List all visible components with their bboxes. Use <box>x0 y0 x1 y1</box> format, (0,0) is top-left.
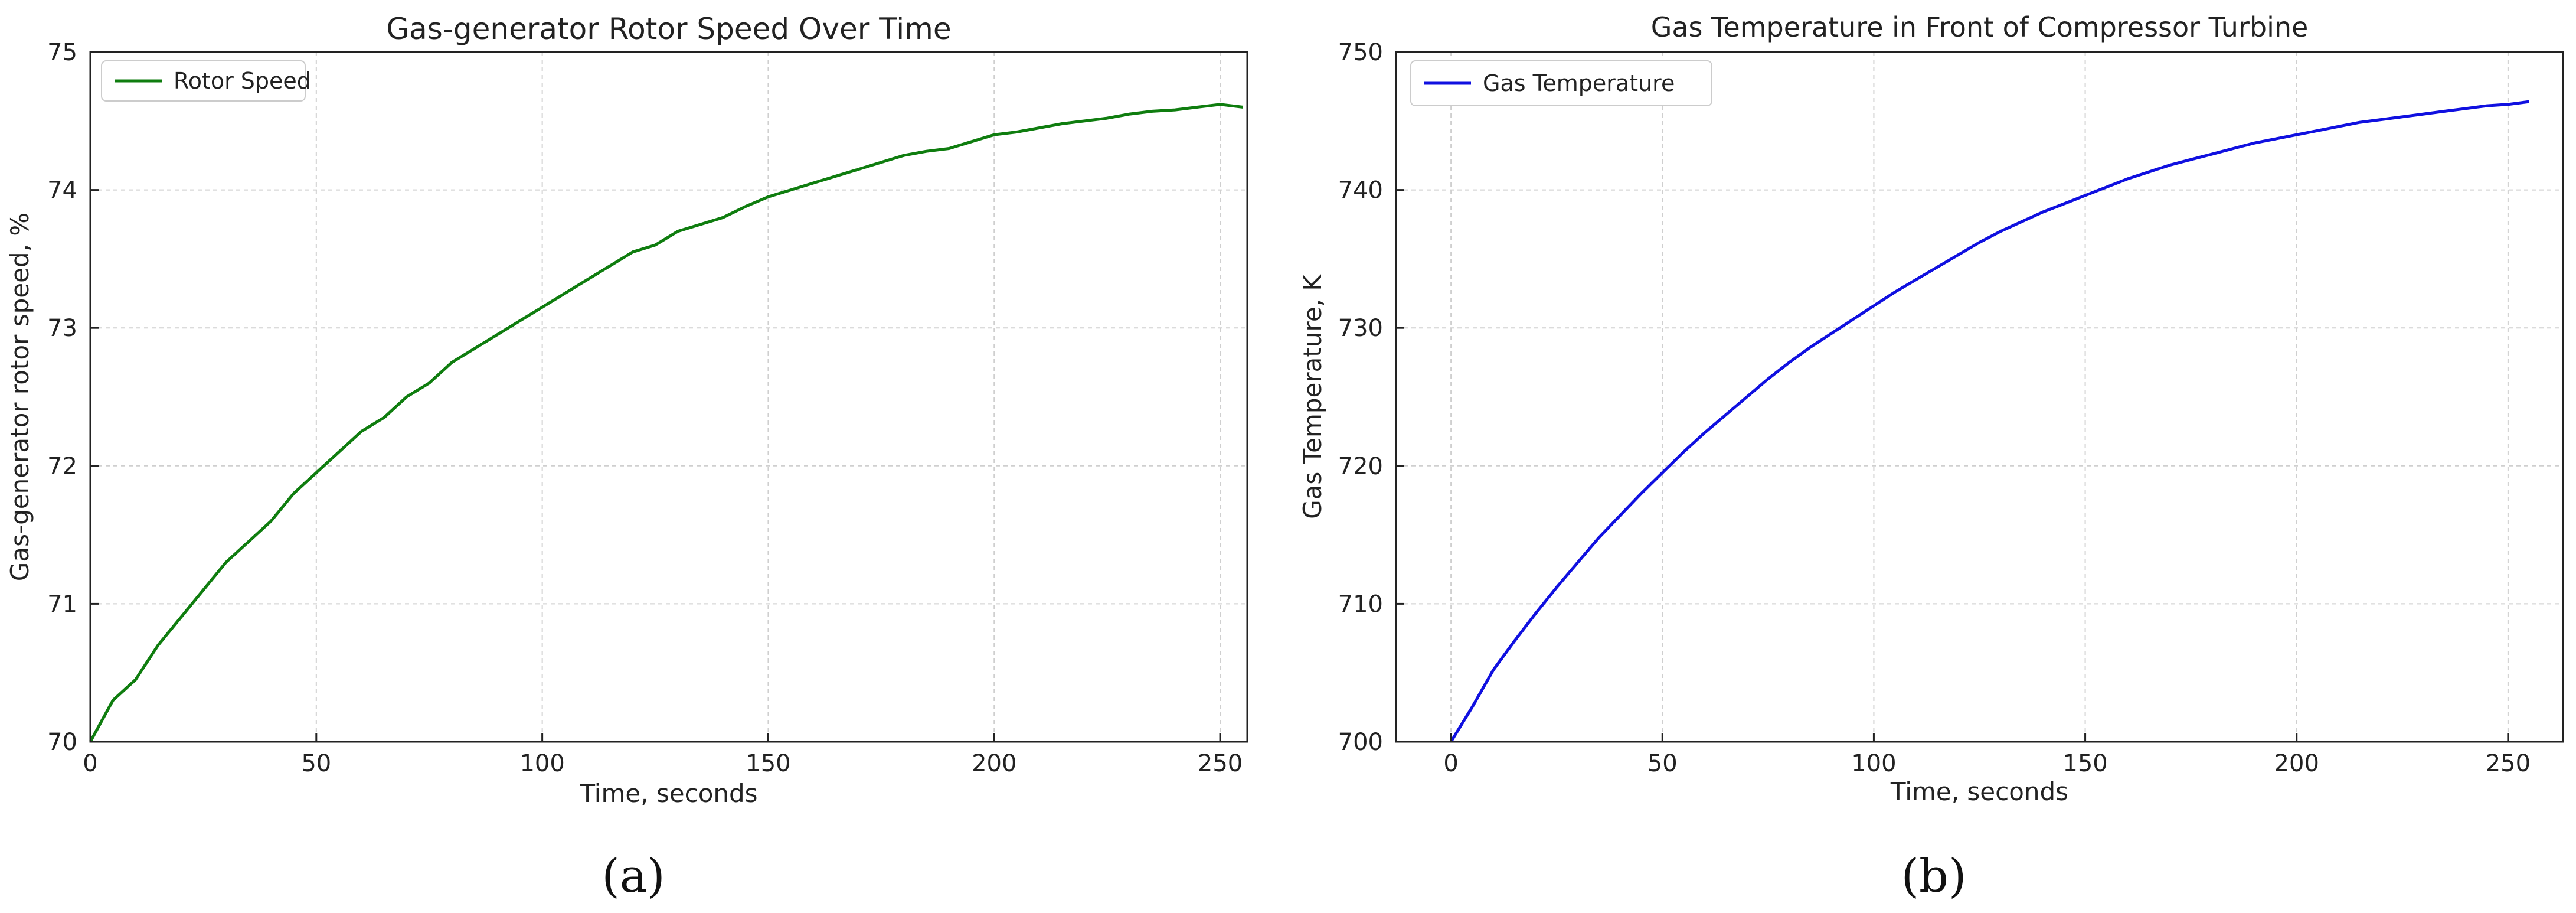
x-axis-label: Time, seconds <box>1890 777 2068 806</box>
plot-frame <box>1395 51 2564 743</box>
x-tick-label: 250 <box>2486 750 2531 777</box>
y-tick-label: 72 <box>47 453 77 480</box>
chart-title: Gas-generator Rotor Speed Over Time <box>386 12 951 46</box>
y-tick-label: 750 <box>1338 39 1383 66</box>
x-tick-label: 0 <box>83 750 97 777</box>
x-tick-label: 200 <box>2274 750 2319 777</box>
y-axis-label: Gas Temperature, K <box>1298 274 1327 519</box>
x-axis-label: Time, seconds <box>579 779 757 808</box>
x-tick-label: 150 <box>746 750 790 777</box>
y-tick-label: 74 <box>47 177 77 204</box>
grid <box>1396 51 2563 742</box>
y-tick-label: 730 <box>1338 315 1383 342</box>
x-tick-label: 50 <box>1647 750 1678 777</box>
legend: Rotor Speed <box>101 60 311 102</box>
legend-label: Rotor Speed <box>174 68 311 94</box>
series-points <box>1451 102 2529 742</box>
panel-label: (b) <box>1901 850 1967 903</box>
y-tick-label: 740 <box>1338 177 1383 204</box>
x-tick-label: 200 <box>972 750 1016 777</box>
panel-label: (a) <box>601 850 665 903</box>
x-tick-label: 50 <box>301 750 331 777</box>
legend: Gas Temperature <box>1410 60 1712 106</box>
x-tick-label: 100 <box>1851 750 1896 777</box>
x-tick-label: 150 <box>2062 750 2107 777</box>
chart-panel-a: 0 50 100 150 200 250 70 71 72 73 74 75 Gas-generator… <box>5 12 1248 903</box>
series-points <box>90 104 1243 742</box>
y-tick-label: 710 <box>1338 591 1383 618</box>
y-axis-label: Gas-generator rotor speed, % <box>5 213 34 581</box>
plot-frame <box>89 51 1248 743</box>
x-tick-label: 250 <box>1198 750 1243 777</box>
legend-box <box>101 60 306 102</box>
y-tick-label: 720 <box>1338 453 1383 480</box>
x-tick-label: 100 <box>519 750 564 777</box>
y-tick-label: 71 <box>47 591 77 618</box>
y-tick-label: 700 <box>1338 729 1383 756</box>
legend-label: Gas Temperature <box>1483 70 1675 96</box>
series-line <box>1449 100 2530 743</box>
x-tick-label: 0 <box>1443 750 1458 777</box>
legend-box <box>1410 60 1712 106</box>
y-tick-label: 75 <box>47 39 77 66</box>
series-line <box>89 103 1243 743</box>
y-tick-label: 70 <box>47 729 77 756</box>
y-tick-label: 73 <box>47 315 77 342</box>
chart-title: Gas Temperature in Front of Compressor T… <box>1651 11 2309 43</box>
grid <box>90 51 1247 742</box>
chart-panel-b: 0 50 100 150 200 250 700 710 720 730 740 750 Gas Tem… <box>1298 11 2564 903</box>
